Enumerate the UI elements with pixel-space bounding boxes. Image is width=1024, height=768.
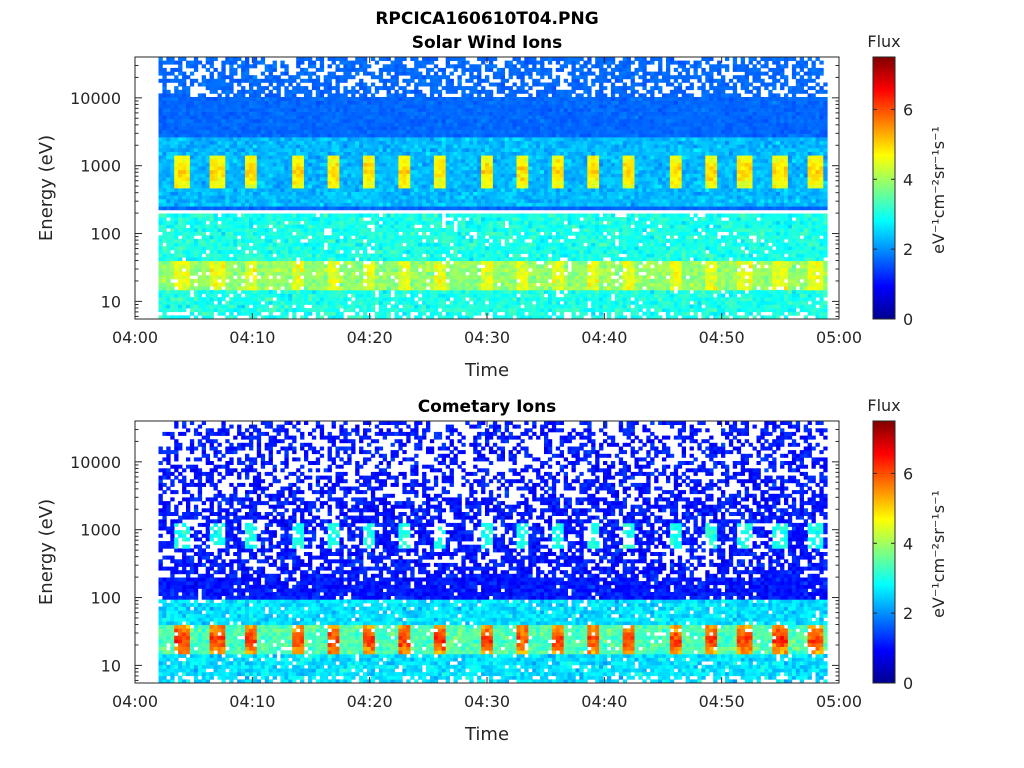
colorbar-solar-wind: Flux 0 2 4 6 eV⁻¹cm⁻²sr⁻¹s⁻¹ (867, 32, 948, 329)
figure-title: RPCICA160610T04.PNG (375, 9, 598, 29)
colorbar-title-cometary: Flux (867, 396, 900, 415)
y-axis-label-cometary: Energy (eV) (36, 499, 57, 605)
colorbar-tick-label-cometary: 4 (903, 534, 913, 553)
x-tick-label-solar-wind: 04:50 (699, 328, 745, 347)
colorbar-title-solar-wind: Flux (867, 32, 900, 51)
x-tick-label-cometary: 04:30 (464, 692, 510, 711)
x-tick-label-cometary: 04:10 (229, 692, 275, 711)
heatmap-solar-wind (159, 57, 828, 319)
y-tick-label-solar-wind: 100 (90, 225, 121, 244)
panel-solar-wind: Solar Wind Ions 04:00 04:10 04:20 04:30 04:4… (36, 32, 948, 381)
heatmap-cometary (159, 421, 828, 683)
colorbar-tick-label-cometary: 6 (903, 464, 913, 483)
x-tick-label-cometary: 05:00 (816, 692, 862, 711)
y-tick-label-solar-wind: 1000 (80, 157, 121, 176)
panel-cometary: Cometary Ions 04:00 04:10 04:20 04:30 04:40 0… (36, 396, 948, 745)
y-tick-label-cometary: 10000 (70, 453, 121, 472)
x-tick-label-solar-wind: 04:20 (347, 328, 393, 347)
x-tick-label-solar-wind: 04:40 (581, 328, 627, 347)
y-tick-label-cometary: 100 (90, 589, 121, 608)
colorbar-tick-label-cometary: 0 (903, 674, 913, 693)
x-tick-label-solar-wind: 05:00 (816, 328, 862, 347)
panel-title-cometary: Cometary Ions (418, 397, 557, 417)
colorbar-tick-label-solar-wind: 4 (903, 170, 913, 189)
y-tick-label-cometary: 1000 (80, 521, 121, 540)
x-axis-label-solar-wind: Time (464, 360, 509, 381)
colorbar-tick-label-solar-wind: 2 (903, 240, 913, 259)
x-tick-label-cometary: 04:00 (112, 692, 158, 711)
colorbar-cometary: Flux 0 2 4 6 eV⁻¹cm⁻²sr⁻¹s⁻¹ (867, 396, 948, 693)
x-axis-label-cometary: Time (464, 724, 509, 745)
x-tick-label-cometary: 04:50 (699, 692, 745, 711)
colorbar-gradient-solar-wind (873, 57, 895, 319)
y-axis-label-solar-wind: Energy (eV) (36, 135, 57, 241)
colorbar-units-cometary: eV⁻¹cm⁻²sr⁻¹s⁻¹ (929, 490, 948, 618)
y-tick-label-solar-wind: 10 (101, 292, 121, 311)
y-tick-label-solar-wind: 10000 (70, 89, 121, 108)
colorbar-tick-label-solar-wind: 0 (903, 310, 913, 329)
x-tick-label-cometary: 04:20 (347, 692, 393, 711)
colorbar-gradient-cometary (873, 421, 895, 683)
x-tick-label-solar-wind: 04:30 (464, 328, 510, 347)
colorbar-units-solar-wind: eV⁻¹cm⁻²sr⁻¹s⁻¹ (929, 126, 948, 254)
colorbar-tick-label-solar-wind: 6 (903, 100, 913, 119)
x-tick-label-solar-wind: 04:10 (229, 328, 275, 347)
colorbar-tick-label-cometary: 2 (903, 604, 913, 623)
y-tick-label-cometary: 10 (101, 656, 121, 675)
panel-title-solar-wind: Solar Wind Ions (412, 33, 563, 53)
x-tick-label-cometary: 04:40 (581, 692, 627, 711)
x-tick-label-solar-wind: 04:00 (112, 328, 158, 347)
